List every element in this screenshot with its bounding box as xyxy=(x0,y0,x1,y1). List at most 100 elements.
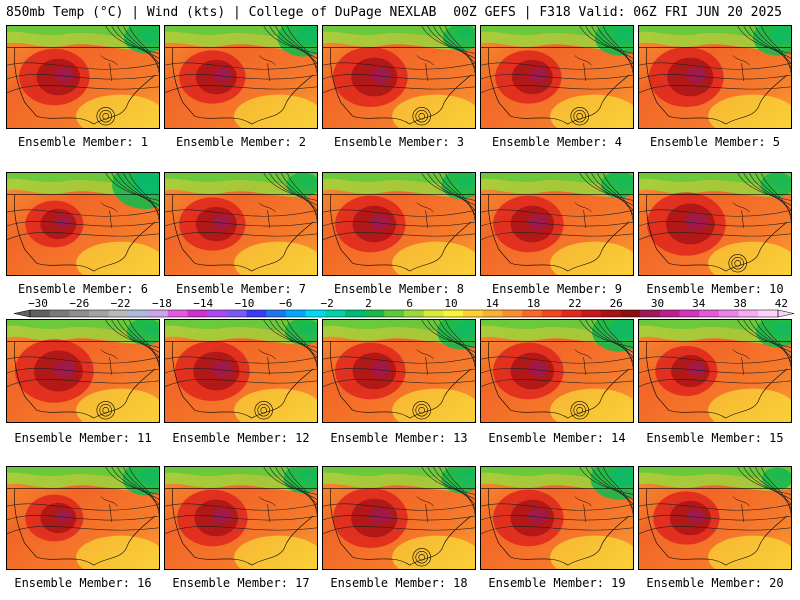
ensemble-member-label: Ensemble Member: 17 xyxy=(172,576,310,590)
temperature-field-map xyxy=(639,320,791,422)
colorbar-swatch xyxy=(148,310,169,317)
temperature-field-map xyxy=(165,467,317,569)
colorbar-swatch xyxy=(738,310,759,317)
colorbar-swatch xyxy=(659,310,680,317)
colorbar-tick-label: 34 xyxy=(692,297,706,310)
ensemble-map-panel xyxy=(164,25,318,129)
colorbar-tick-label: 10 xyxy=(444,297,457,310)
ensemble-map-panel xyxy=(638,319,792,423)
colorbar-swatch xyxy=(561,310,582,317)
ensemble-map-panel xyxy=(480,25,634,129)
colorbar-swatch xyxy=(266,310,287,317)
ensemble-member-label: Ensemble Member: 16 xyxy=(14,576,152,590)
temperature-field-map xyxy=(639,173,791,275)
ensemble-map-panel xyxy=(480,319,634,423)
ensemble-member-label: Ensemble Member: 18 xyxy=(330,576,468,590)
ensemble-member-label: Ensemble Member: 4 xyxy=(491,135,623,149)
ensemble-map-panel xyxy=(6,172,160,276)
colorbar-tick-label: −2 xyxy=(320,297,333,310)
colorbar-max-arrow xyxy=(777,309,795,318)
ensemble-map-panel xyxy=(480,172,634,276)
ensemble-member-label: Ensemble Member: 12 xyxy=(172,431,310,445)
colorbar-swatch xyxy=(522,310,543,317)
ensemble-map-panel xyxy=(6,25,160,129)
colorbar-tick-label: 22 xyxy=(568,297,581,310)
ensemble-map-panel xyxy=(164,172,318,276)
colorbar-swatch xyxy=(482,310,503,317)
colorbar-tick-label: 2 xyxy=(365,297,372,310)
temperature-field-map xyxy=(165,26,317,128)
colorbar-tick-label: 30 xyxy=(651,297,664,310)
temperature-field-map xyxy=(481,467,633,569)
colorbar-swatch xyxy=(384,310,405,317)
temperature-field-map xyxy=(639,467,791,569)
temperature-field-map xyxy=(7,467,159,569)
colorbar-frame xyxy=(29,309,779,318)
ensemble-member-label: Ensemble Member: 1 xyxy=(17,135,149,149)
colorbar-swatch xyxy=(443,310,464,317)
ensemble-map-panel xyxy=(322,466,476,570)
temperature-field-map xyxy=(7,26,159,128)
temperature-field-map xyxy=(165,320,317,422)
colorbar-swatch xyxy=(187,310,208,317)
colorbar-swatch xyxy=(30,310,50,317)
temperature-colorbar: −30 −26 −22 −18 −14 −10 −6 −2 2 6 10 14 18 22 26 30 34 38… xyxy=(13,297,795,318)
colorbar-swatch xyxy=(502,310,523,317)
colorbar-tick-label: 18 xyxy=(527,297,540,310)
colorbar-tick-label: −30 xyxy=(28,297,48,310)
colorbar-swatch xyxy=(49,310,70,317)
temperature-field-map xyxy=(323,173,475,275)
colorbar-swatch xyxy=(325,310,346,317)
temperature-field-map xyxy=(323,467,475,569)
ensemble-member-label: Ensemble Member: 7 xyxy=(175,282,307,296)
colorbar-swatch xyxy=(640,310,661,317)
colorbar-swatch xyxy=(620,310,641,317)
temperature-field-map xyxy=(323,320,475,422)
colorbar-tick-label: 14 xyxy=(486,297,500,310)
ensemble-member-label: Ensemble Member: 11 xyxy=(14,431,152,445)
colorbar-tick-label: −14 xyxy=(193,297,213,310)
header-title: 850mb Temp (°C) | Wind (kts) | College o… xyxy=(6,5,437,20)
colorbar-swatch xyxy=(89,310,110,317)
ensemble-member-label: Ensemble Member: 13 xyxy=(330,431,468,445)
colorbar-swatch xyxy=(423,310,444,317)
colorbar-tick-label: −10 xyxy=(235,297,255,310)
temperature-field-map xyxy=(323,26,475,128)
colorbar-swatch xyxy=(108,310,129,317)
colorbar-swatch xyxy=(364,310,385,317)
colorbar-tick-label: 6 xyxy=(406,297,413,310)
ensemble-map-panel xyxy=(6,466,160,570)
temperature-field-map xyxy=(481,26,633,128)
ensemble-member-label: Ensemble Member: 20 xyxy=(646,576,784,590)
temperature-field-map xyxy=(7,320,159,422)
colorbar-swatch xyxy=(679,310,700,317)
ensemble-map-panel xyxy=(638,466,792,570)
ensemble-member-label: Ensemble Member: 14 xyxy=(488,431,626,445)
ensemble-map-panel xyxy=(164,319,318,423)
ensemble-map-panel xyxy=(480,466,634,570)
colorbar-swatch xyxy=(758,310,779,317)
ensemble-member-label: Ensemble Member: 19 xyxy=(488,576,626,590)
temperature-field-map xyxy=(481,320,633,422)
colorbar-swatch xyxy=(305,310,326,317)
colorbar-swatch xyxy=(226,310,247,317)
header-run-info: 00Z GEFS | F318 Valid: 06Z FRI JUN 20 20… xyxy=(453,5,782,20)
colorbar-tick-label: −6 xyxy=(279,297,292,310)
ensemble-member-label: Ensemble Member: 10 xyxy=(646,282,784,296)
ensemble-member-label: Ensemble Member: 6 xyxy=(17,282,149,296)
ensemble-member-label: Ensemble Member: 15 xyxy=(646,431,784,445)
colorbar-min-arrow xyxy=(13,309,31,318)
colorbar-swatch xyxy=(699,310,720,317)
ensemble-map-panel xyxy=(322,172,476,276)
colorbar-tick-label: 38 xyxy=(733,297,746,310)
ensemble-map-panel xyxy=(638,25,792,129)
ensemble-member-label: Ensemble Member: 2 xyxy=(175,135,307,149)
colorbar-swatch xyxy=(167,310,188,317)
colorbar-swatch xyxy=(69,310,90,317)
colorbar-swatch xyxy=(404,310,424,317)
ensemble-member-label: Ensemble Member: 3 xyxy=(333,135,465,149)
colorbar-swatch xyxy=(246,310,267,317)
colorbar-swatch xyxy=(718,310,739,317)
colorbar-tick-label: 42 xyxy=(775,297,788,310)
ensemble-member-label: Ensemble Member: 5 xyxy=(649,135,781,149)
